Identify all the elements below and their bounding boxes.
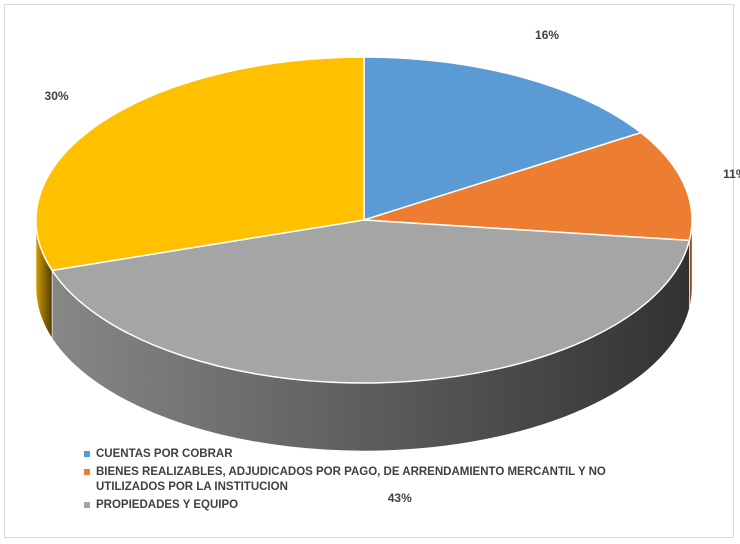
legend-item-propiedades: PROPIEDADES Y EQUIPO xyxy=(84,498,644,513)
legend-label: CUENTAS POR COBRAR xyxy=(96,448,233,460)
legend-label: PROPIEDADES Y EQUIPO xyxy=(96,499,239,511)
pie-slice xyxy=(363,131,693,242)
data-label: 30% xyxy=(45,89,69,103)
legend-item-cuentas: CUENTAS POR COBRAR xyxy=(84,447,644,462)
data-label: 16% xyxy=(535,28,559,42)
legend-item-bienes: BIENES REALIZABLES, ADJUDICADOS POR PAGO… xyxy=(84,465,644,495)
pie-slice xyxy=(50,219,691,384)
data-label: 43% xyxy=(388,491,412,505)
pie-slice xyxy=(363,56,643,222)
legend-swatch xyxy=(84,469,90,475)
pie-slice xyxy=(35,56,365,272)
legend-label: BIENES REALIZABLES, ADJUDICADOS POR PAGO… xyxy=(96,466,606,493)
legend-swatch xyxy=(84,502,90,508)
legend: CUENTAS POR COBRAR BIENES REALIZABLES, A… xyxy=(84,447,644,516)
data-label: 11% xyxy=(723,167,740,181)
legend-swatch xyxy=(84,451,90,457)
